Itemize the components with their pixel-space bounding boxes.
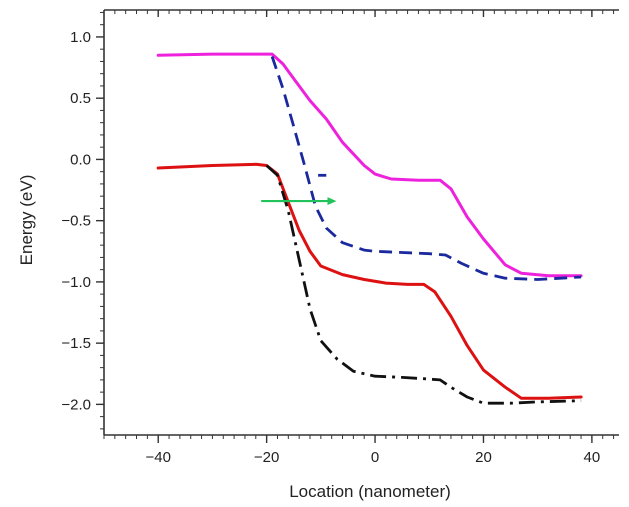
y-tick-label: 0.5: [70, 90, 91, 107]
y-tick-label: −2.0: [61, 396, 91, 413]
x-tick-label: −40: [145, 449, 170, 466]
x-tick-label: −20: [254, 449, 279, 466]
y-axis-title: Energy (eV): [17, 175, 36, 266]
y-tick-label: −1.5: [61, 335, 91, 352]
y-axis: 1.0 0.5 0.0 −0.5 −1.0 −1.5 −2.0: [61, 11, 104, 430]
x-axis-title: Location (nanometer): [289, 482, 451, 501]
series-blue-dashed-line: [270, 56, 582, 281]
series-black-dashdot-line: [265, 164, 582, 405]
y-tick-label: 1.0: [70, 29, 91, 46]
series-magenta-line: [156, 52, 583, 278]
series-layer: [156, 52, 583, 405]
y-tick-label: 0.0: [70, 151, 91, 168]
x-axis: −40 −20 0 20 40: [103, 10, 615, 466]
plot-frame: [103, 9, 619, 436]
y-tick-label: −1.0: [61, 274, 91, 291]
x-tick-label: 20: [475, 449, 492, 466]
y-tick-label: −0.5: [61, 213, 91, 230]
x-tick-label: 0: [371, 449, 379, 466]
x-tick-label: 40: [584, 449, 601, 466]
series-red-line: [156, 162, 583, 400]
